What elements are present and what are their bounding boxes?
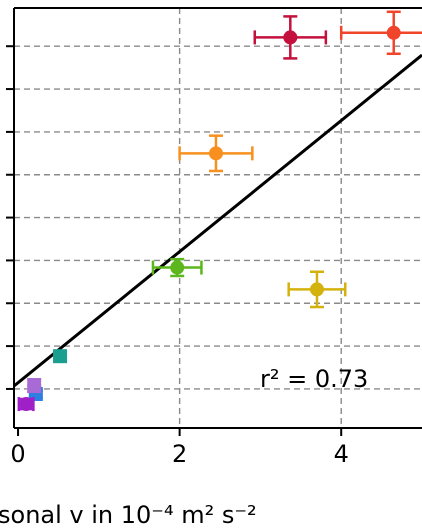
square-marker [53, 349, 68, 364]
data-point-7 [27, 378, 42, 394]
data-point-1 [339, 10, 422, 56]
circle-marker [309, 282, 324, 297]
circle-marker [208, 146, 223, 161]
x-tick-label-2: 4 [334, 440, 349, 468]
data-point-8 [17, 397, 35, 412]
data-points [17, 10, 422, 412]
circle-marker [27, 378, 42, 393]
data-point-3 [151, 257, 203, 278]
grid-lines [14, 8, 422, 428]
circle-marker [19, 397, 34, 412]
r-squared-annotation: r² = 0.73 [260, 365, 368, 393]
x-tick-label-1: 2 [172, 440, 187, 468]
data-point-2 [178, 134, 254, 173]
data-point-4 [287, 270, 347, 309]
circle-marker [283, 30, 298, 45]
data-point-5 [53, 349, 68, 364]
x-tick-label-0: 0 [10, 440, 25, 468]
x-axis-title: sonal v in 10⁻⁴ m² s⁻² [0, 501, 257, 529]
data-point-0 [253, 15, 328, 60]
fit-line [13, 53, 422, 388]
axes [6, 7, 422, 429]
x-ticks: 0 2 4 [10, 428, 349, 468]
circle-marker [170, 260, 185, 275]
circle-marker [386, 25, 401, 40]
fit-line-group [13, 53, 422, 388]
